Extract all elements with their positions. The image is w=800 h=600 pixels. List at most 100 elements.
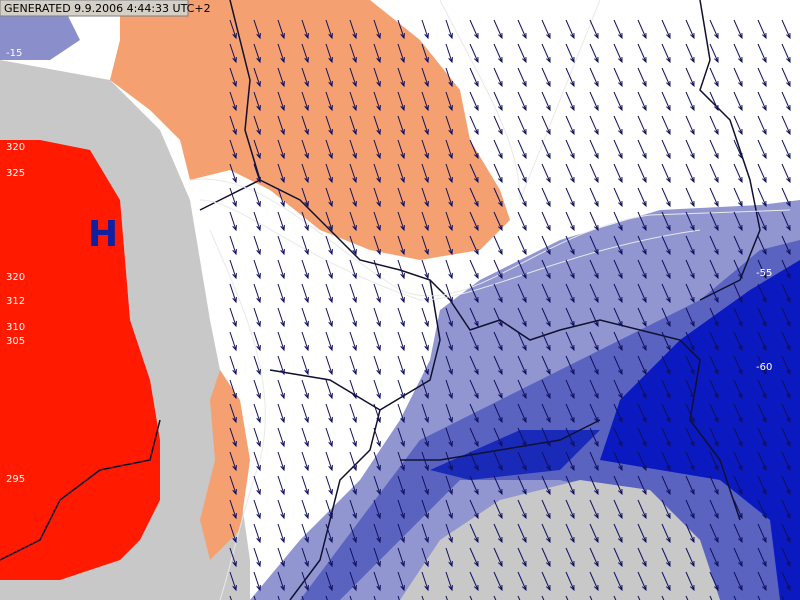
wind-arrow [373, 307, 381, 328]
contour-label: 310 [6, 322, 25, 333]
wind-arrow [685, 163, 695, 184]
wind-arrow [781, 91, 791, 112]
wind-arrow [685, 427, 695, 448]
wind-arrow [589, 427, 599, 448]
wind-arrow [277, 379, 285, 400]
wind-arrow [541, 19, 551, 40]
wind-arrow [421, 163, 429, 184]
wind-arrow [349, 115, 357, 136]
wind-arrow [709, 403, 719, 424]
wind-arrow [517, 307, 527, 328]
wind-arrow [517, 379, 527, 400]
wind-arrow [781, 187, 791, 208]
wind-arrow [397, 259, 405, 280]
wind-arrow [685, 283, 695, 304]
wind-arrow [493, 67, 503, 88]
wind-arrow [301, 187, 309, 208]
wind-arrow [349, 67, 357, 88]
wind-arrow [229, 211, 237, 232]
wind-arrow [253, 91, 261, 112]
wind-arrow [253, 379, 261, 400]
wind-arrow [541, 331, 551, 352]
wind-arrow [421, 43, 429, 64]
wind-arrow [637, 91, 647, 112]
wind-arrow [373, 139, 381, 160]
wind-arrow [277, 283, 285, 304]
wind-arrow [565, 283, 575, 304]
wind-arrow [781, 19, 791, 40]
wind-arrow [493, 283, 503, 304]
wind-arrow [733, 427, 743, 448]
wind-arrow [421, 259, 429, 280]
wind-arrow [421, 355, 429, 376]
wind-arrow [349, 235, 357, 256]
wind-arrow [469, 211, 479, 232]
wind-arrow [541, 67, 551, 88]
wind-arrow [445, 475, 453, 496]
wind-arrow [445, 19, 453, 40]
wind-arrow [301, 283, 309, 304]
wind-arrow [757, 355, 767, 376]
wind-arrow [709, 283, 719, 304]
wind-arrow [325, 211, 333, 232]
wind-arrow [421, 595, 424, 600]
wind-arrow [565, 403, 575, 424]
wind-arrow [469, 571, 479, 592]
wind-arrow [421, 187, 429, 208]
wind-arrow [373, 571, 381, 592]
wind-arrow [613, 235, 623, 256]
wind-arrow [469, 115, 479, 136]
wind-arrow [493, 547, 503, 568]
wind-arrow [421, 67, 429, 88]
wind-arrow [229, 451, 237, 472]
wind-arrow [661, 307, 671, 328]
wind-arrow [421, 451, 429, 472]
wind-arrow [565, 307, 575, 328]
wind-arrow [325, 307, 333, 328]
wind-arrow [301, 67, 309, 88]
wind-arrow [589, 43, 599, 64]
wind-arrow [685, 595, 689, 600]
contour-label: 325 [6, 168, 25, 179]
wind-arrow [637, 427, 647, 448]
wind-arrow [229, 187, 237, 208]
wind-arrow [661, 379, 671, 400]
wind-arrow [757, 235, 767, 256]
wind-arrow [349, 379, 357, 400]
wind-arrow [757, 67, 767, 88]
wind-arrow [589, 547, 599, 568]
wind-arrow [325, 379, 333, 400]
wind-arrow [781, 211, 791, 232]
wind-arrow [613, 19, 623, 40]
wind-arrow [229, 403, 237, 424]
wind-arrow [301, 211, 309, 232]
wind-arrow [517, 331, 527, 352]
wind-arrow [565, 547, 575, 568]
wind-arrow [397, 331, 405, 352]
wind-arrow [421, 115, 429, 136]
wind-arrow [733, 547, 743, 568]
wind-arrow [493, 571, 503, 592]
wind-arrow [637, 499, 647, 520]
wind-arrow [421, 211, 429, 232]
wind-arrow [373, 547, 381, 568]
wind-arrow [565, 331, 575, 352]
wind-arrow [637, 43, 647, 64]
wind-arrow [277, 259, 285, 280]
wind-arrow [757, 499, 767, 520]
wind-arrow [349, 139, 357, 160]
wind-arrow [517, 571, 527, 592]
wind-arrow [517, 43, 527, 64]
wind-arrow [589, 379, 599, 400]
wind-arrow [685, 523, 695, 544]
wind-arrow [445, 139, 453, 160]
wind-arrow [253, 403, 261, 424]
wind-arrow [253, 115, 261, 136]
contour-label: 295 [6, 474, 25, 485]
pressure-center: H [88, 214, 118, 255]
wind-arrow [277, 235, 285, 256]
wind-arrow [565, 163, 575, 184]
wind-arrow [541, 427, 551, 448]
wind-arrow [493, 595, 497, 600]
wind-arrow [229, 43, 237, 64]
